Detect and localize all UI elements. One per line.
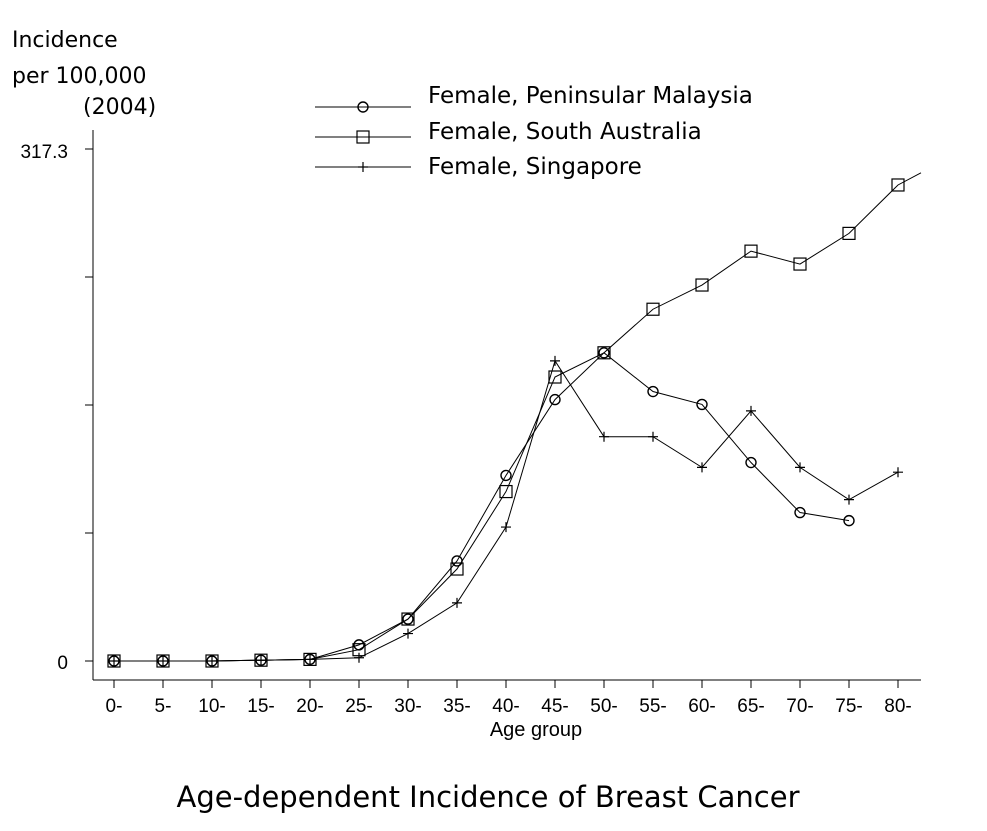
data-point-circle: [549, 393, 561, 406]
legend-label-south-australia: Female, South Australia: [428, 119, 702, 145]
y-tick-label-max: 317.3: [20, 142, 68, 163]
series-layer: [107, 172, 922, 668]
x-tick-label: 0-: [106, 696, 123, 717]
series-square: [107, 172, 922, 668]
data-point-square: [356, 130, 370, 144]
y-axis-label-line-3: (2004): [83, 95, 156, 120]
x-tick-label: 60-: [688, 696, 715, 717]
data-point-square: [695, 278, 709, 292]
legend-label-malaysia: Female, Peninsular Malaysia: [428, 83, 753, 109]
data-point-square: [891, 178, 905, 192]
data-point-circle: [647, 385, 659, 398]
data-point-plus: [550, 355, 560, 366]
data-point-circle: [843, 514, 855, 527]
y-axis-label-line-2: per 100,000: [12, 64, 147, 89]
y-ticks: [85, 148, 93, 662]
x-tick-label: 55-: [639, 696, 666, 717]
legend-marker-circle: [357, 101, 369, 113]
data-point-plus: [697, 462, 707, 473]
x-tick-label: 80-: [884, 696, 911, 717]
x-tick-label: 10-: [198, 696, 225, 717]
data-point-plus: [256, 655, 266, 666]
series-line: [114, 359, 899, 662]
x-ticks: [113, 680, 899, 688]
data-point-square: [744, 244, 758, 258]
data-point-plus: [599, 431, 609, 442]
data-point-circle: [500, 469, 512, 482]
chart-title: Age-dependent Incidence of Breast Cancer: [177, 780, 800, 814]
data-point-plus: [305, 654, 315, 665]
data-point-plus: [452, 597, 462, 608]
x-tick-label: 75-: [835, 696, 862, 717]
data-point-circle: [357, 101, 369, 113]
data-point-plus: [109, 656, 119, 666]
data-point-square: [499, 484, 513, 499]
x-tick-label: 50-: [590, 696, 617, 717]
data-point-square: [548, 370, 562, 384]
series-line: [114, 352, 850, 662]
data-point-plus: [746, 405, 756, 416]
data-point-square: [842, 226, 856, 240]
data-point-plus: [501, 522, 511, 533]
data-point-plus: [207, 656, 217, 666]
x-tick-label: 65-: [737, 696, 764, 717]
data-point-square: [793, 257, 807, 271]
series-circle: [108, 347, 855, 667]
legend-marker-plus: [358, 162, 368, 172]
y-axis-label-line-1: Incidence: [12, 28, 118, 53]
x-axis-label: Age group: [490, 719, 582, 741]
data-point-circle: [402, 613, 414, 625]
x-tick-label: 35-: [443, 696, 470, 717]
x-tick-label: 70-: [786, 696, 813, 717]
x-tick-label: 5-: [155, 696, 172, 717]
data-point-plus: [795, 462, 805, 473]
x-tick-label: 30-: [394, 696, 421, 717]
x-tick-label: 45-: [541, 696, 568, 717]
x-tick-label: 40-: [492, 696, 519, 717]
series-line: [114, 172, 922, 662]
legend-marker-square: [356, 130, 370, 144]
x-tick-label: 25-: [345, 696, 372, 717]
data-point-plus: [403, 628, 413, 639]
data-point-square: [597, 346, 611, 360]
series-plus: [109, 355, 903, 666]
data-point-circle: [745, 456, 757, 469]
data-point-circle: [598, 347, 610, 359]
data-point-plus: [844, 494, 854, 505]
data-point-square: [401, 612, 415, 626]
x-tick-label: 20-: [296, 696, 323, 717]
data-point-plus: [158, 656, 168, 666]
x-tick-labels: 0- 5- 10- 15- 20- 25- 30- 35- 40- 45- 50- 55- 60- 65-…: [106, 696, 912, 717]
data-point-circle: [696, 398, 708, 411]
data-point-plus: [893, 467, 903, 478]
data-point-square: [646, 302, 660, 316]
x-tick-label: 15-: [247, 696, 274, 717]
legend: Female, Peninsular Malaysia Female, Sout…: [315, 83, 753, 180]
y-tick-label-zero: 0: [57, 653, 68, 674]
legend-label-singapore: Female, Singapore: [428, 154, 642, 180]
data-point-plus: [354, 652, 364, 663]
data-point-circle: [794, 506, 806, 519]
data-point-square: [450, 562, 464, 576]
data-point-plus: [358, 162, 368, 172]
data-point-plus: [648, 431, 658, 442]
